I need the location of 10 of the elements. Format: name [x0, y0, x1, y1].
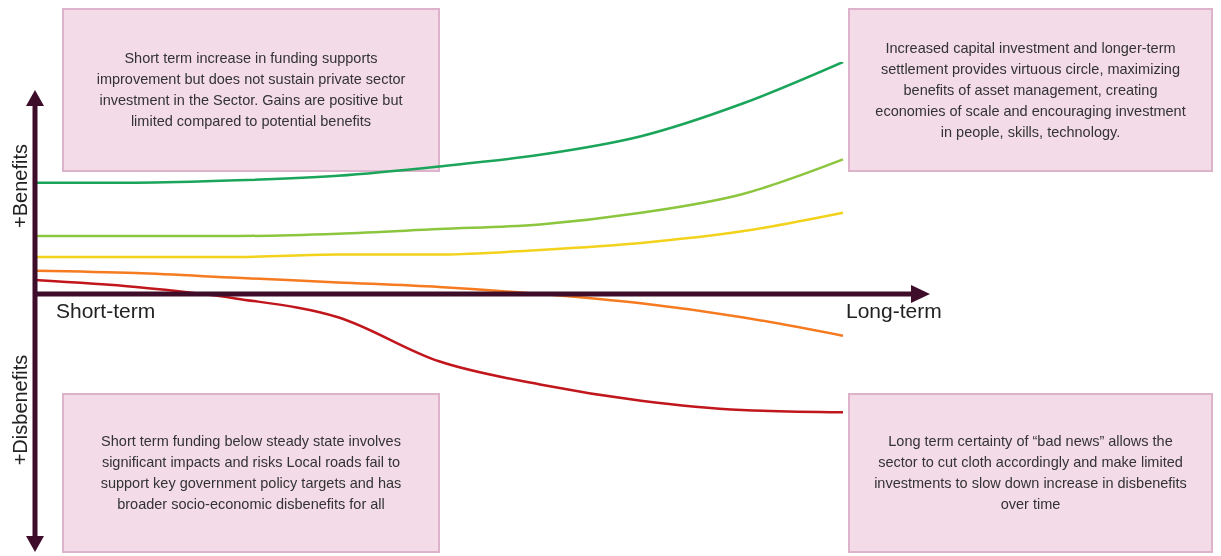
text-box: Short term increase in funding supports improvement but does not sustain private sector investment in the Sector. Gains are positive but limited compared to potential benefits: [62, 8, 440, 172]
text-box: Short term funding below steady state involves significant impacts and risks Local roads fail to support key government policy targets and has broader socio-economic disbenefits for all: [62, 393, 440, 553]
annotation: Long-term: [846, 299, 942, 322]
text-box: Long term certainty of “bad news” allows the sector to cut cloth accordingly and make limited investments to slow down increase in disbenefits over time: [848, 393, 1213, 553]
text: +Disbenefits: [9, 354, 31, 466]
text-box: Increased capital investment and longer-term settlement provides virtuous circle, maximizing benefits of asset management, creating economies of scale and encouraging investment in people, skills, technology.: [848, 8, 1213, 172]
annotation: Short-term: [56, 299, 156, 322]
annotation: Short term increase in funding supports improvement but does not sustain private sector investment in the Sector. Gains are positive but limited compared to potential benefits: [95, 49, 407, 131]
y-axis-title: +Benefits: [9, 144, 31, 228]
annotation: Increased capital investment and longer-term settlement provides virtuous circle, maximizing benefits of asset management, creating economies of scale and encouraging investment in people, skills, technology.: [874, 38, 1187, 142]
